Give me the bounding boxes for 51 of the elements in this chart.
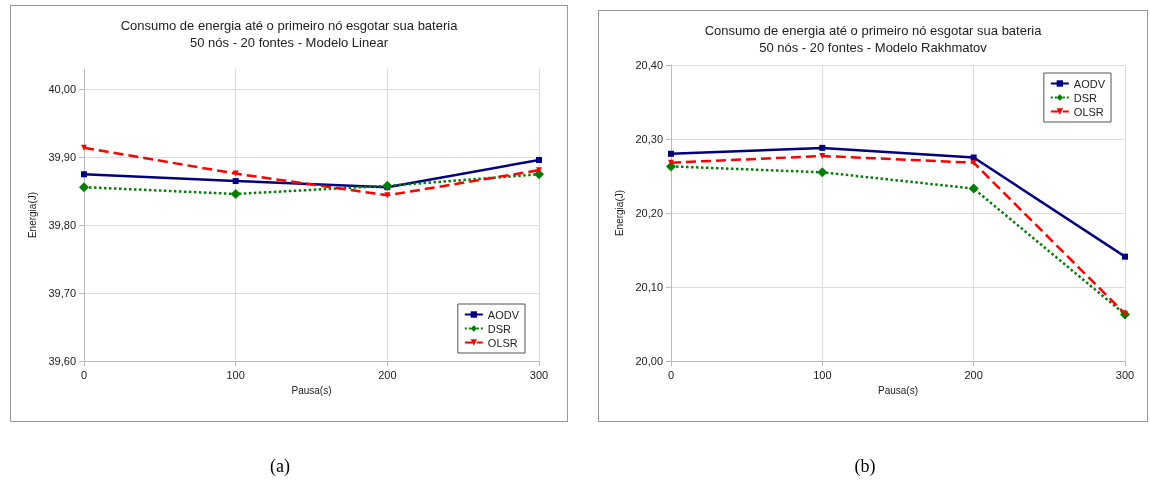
x-tick-label: 200 [378,368,397,381]
point [79,182,89,193]
x-tick-label: 100 [226,368,245,381]
point [81,144,87,151]
legend-label: DSR [487,322,512,335]
y-tick-label: 39,80 [48,219,76,232]
text: (b) [853,456,877,477]
x-tick-label: 300 [529,368,549,381]
x-tick-label: 0 [667,368,675,381]
x-tick-label: 300 [1115,368,1135,381]
legend-label: AODV [487,308,520,321]
y-axis-title: Energia(J) [27,191,39,239]
legend-label: AODV [1073,77,1106,90]
y-tick-label: 39,90 [48,151,76,164]
point [819,144,826,151]
legend-label: OLSR [487,336,518,349]
chart-subtitle: 50 nós - 20 fontes - Modelo Linear [189,35,389,50]
chart-title: Consumo de energia até o primeiro nó esgotar sua bateria [704,23,1043,38]
point [382,180,393,191]
y-tick-label: 20,10 [635,281,663,293]
y-axis-title: Energia(J) [614,189,626,237]
text: (a) [269,456,291,477]
point [534,169,544,180]
y-tick-label: 20,20 [635,207,663,219]
chart-title: Consumo de energia até o primeiro nó esgotar sua bateria [120,18,459,33]
y-tick-label: 40,00 [48,83,76,96]
x-axis-title: Pausa(s) [291,384,332,396]
y-tick-label: 20,30 [635,133,663,145]
point [968,183,979,194]
point [668,150,674,157]
legend-label: DSR [1073,91,1098,104]
x-tick-label: 100 [813,368,832,381]
x-axis-title: Pausa(s) [877,384,919,396]
y-tick-label: 20,00 [635,355,663,367]
point [384,192,391,199]
point [1122,253,1128,260]
y-tick-label: 39,60 [48,355,76,367]
point [819,153,826,160]
chart-subtitle: 50 nós - 20 fontes - Modelo Rakhmatov [759,40,988,55]
point [536,167,542,174]
y-tick-label: 39,70 [48,287,76,300]
legend-label: OLSR [1073,105,1104,118]
point [232,178,239,185]
point [230,188,241,199]
point [536,157,542,163]
point [81,171,87,178]
y-tick-label: 20,40 [635,59,663,71]
point [817,167,828,178]
point [668,159,674,166]
x-tick-label: 200 [964,368,983,381]
x-tick-label: 0 [80,368,88,381]
